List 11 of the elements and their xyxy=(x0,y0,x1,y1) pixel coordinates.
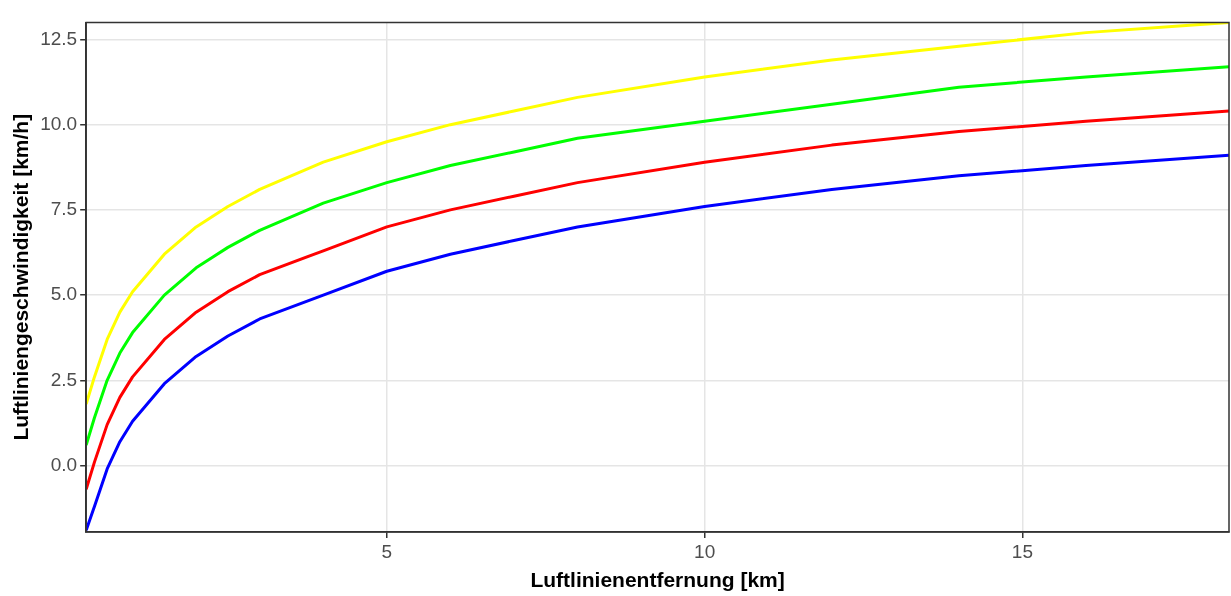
y-axis-title: Luftliniengeschwindigkeit [km/h] xyxy=(9,113,33,441)
y-tick-label: 12.5 xyxy=(40,27,78,49)
x-tick-label: 10 xyxy=(694,540,716,562)
y-tick-label: 7.5 xyxy=(50,198,78,220)
x-axis-title: Luftlinienentfernung [km] xyxy=(530,568,785,592)
y-tick-label: 5.0 xyxy=(50,283,78,305)
x-tick-label: 5 xyxy=(381,540,393,562)
y-tick-label: 10.0 xyxy=(40,112,78,134)
x-tick-label: 15 xyxy=(1011,540,1033,562)
y-tick-label: 2.5 xyxy=(50,368,78,390)
y-tick-label: 0.0 xyxy=(50,453,78,475)
